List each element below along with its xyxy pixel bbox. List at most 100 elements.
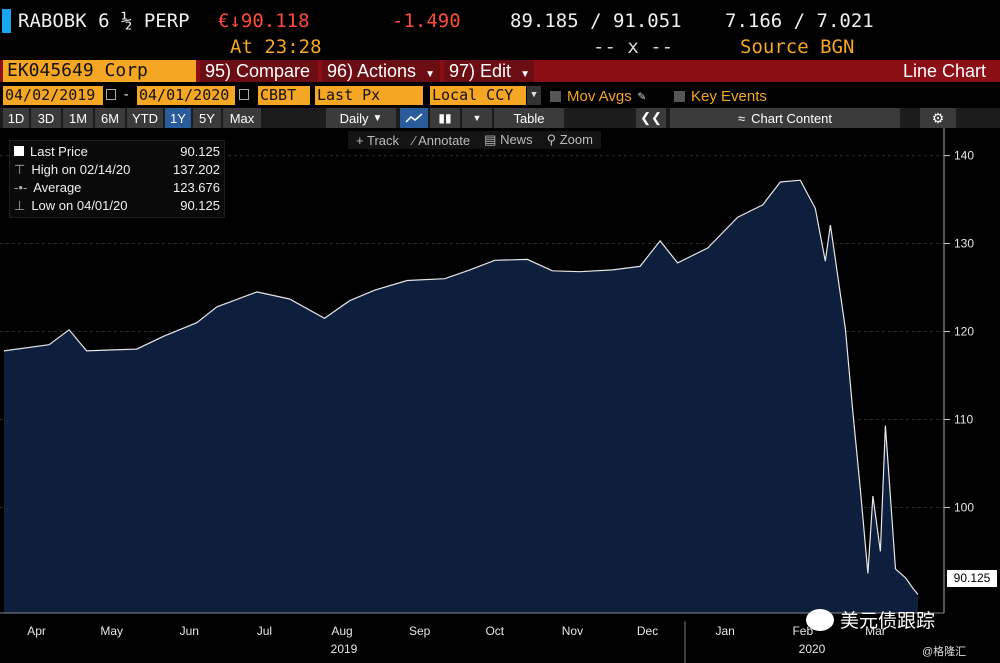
period-button-1d[interactable]: 1D	[3, 108, 29, 128]
legend-high-label: High on 02/14/20	[31, 162, 131, 177]
crosshair-icon: +	[356, 132, 364, 148]
magnifier-icon: ⚲	[546, 132, 557, 147]
mov-avgs-label: Mov Avgs	[567, 88, 632, 105]
pricing-source-field[interactable]: CBBT	[258, 86, 310, 105]
checkbox[interactable]	[674, 91, 685, 102]
edit-label: 97) Edit	[449, 61, 512, 81]
bar-chart-icon[interactable]: ▮▮	[430, 108, 460, 128]
track-tool[interactable]: + Track	[356, 133, 399, 148]
annotate-label: Annotate	[418, 132, 471, 148]
chevron-down-icon: ▼	[372, 112, 383, 124]
chevron-down-icon: ▼	[472, 113, 482, 123]
legend-avg-label: Average	[33, 180, 82, 195]
collapse-icon[interactable]: ❮❮	[636, 108, 666, 128]
chart-legend: Last Price 90.125 ⊤ High on 02/14/20 137.…	[9, 140, 225, 218]
price-chart[interactable]: 100 110 120 130 140 Apr May Jun Jul Aug Sep Oct Nov…	[0, 128, 1000, 663]
price-line	[3, 179, 919, 595]
gear-icon[interactable]: ⚙	[920, 108, 956, 128]
calendar-icon[interactable]	[106, 89, 116, 100]
x-tick-label: Sep	[409, 624, 431, 638]
x-tick-label: Mar	[865, 624, 886, 638]
x-tick-label: May	[100, 624, 123, 638]
line-chart-glyph	[405, 113, 423, 123]
start-date-field[interactable]: 04/02/2019	[3, 86, 103, 105]
y-tick-label: 130	[954, 237, 974, 251]
x-tick-label: Dec	[637, 624, 658, 638]
legend-high: ⊤ High on 02/14/20 137.202	[14, 162, 220, 178]
high-marker-icon: ⊤	[14, 162, 26, 177]
ticker-marker	[2, 9, 11, 33]
table-label: Table	[513, 110, 545, 126]
period-button-6m[interactable]: 6M	[95, 108, 125, 128]
chart-content-label: Chart Content	[751, 110, 833, 126]
zoom-tool[interactable]: ⚲ Zoom	[547, 132, 593, 148]
y-tick-label: 140	[954, 149, 974, 163]
x-tick-label: Jun	[180, 624, 199, 638]
compare-label: 95) Compare	[205, 61, 311, 81]
key-events-toggle[interactable]: Key Events	[674, 88, 767, 105]
currency-select[interactable]: Local CCY	[430, 86, 526, 105]
last-price: €↓90.118	[218, 10, 310, 32]
edit-button[interactable]: 97) Edit ▼	[444, 60, 534, 82]
x-tick-label: Jan	[716, 624, 735, 638]
wechat-icon	[806, 608, 834, 631]
quote-size: -- x --	[593, 36, 674, 58]
average-marker-icon: -•-	[14, 180, 28, 195]
credit-text: @格隆汇	[922, 646, 967, 658]
net-change: -1.490	[392, 10, 461, 32]
bid-ask: 89.185 / 91.051	[510, 10, 682, 32]
x-tick-label: Nov	[562, 624, 583, 638]
x-tick-label: Oct	[485, 624, 504, 638]
pencil-icon[interactable]: ✎	[637, 89, 646, 104]
x-tick-label: Jul	[257, 624, 272, 638]
checkbox[interactable]	[550, 91, 561, 102]
year-label: 2019	[331, 642, 358, 656]
chevron-down-icon: ▼	[425, 69, 435, 80]
annotate-tool[interactable]: ∕ Annotate	[413, 133, 470, 148]
mov-avgs-toggle[interactable]: Mov Avgs ✎	[550, 88, 646, 105]
price-source: Source BGN	[740, 36, 855, 58]
chevron-down-icon[interactable]: ▼	[527, 86, 541, 105]
chart-style-menu[interactable]: ▼	[462, 108, 492, 128]
watermark-text: 美元债跟踪	[840, 611, 936, 632]
period-button-5y[interactable]: 5Y	[193, 108, 221, 128]
zoom-label: Zoom	[559, 132, 593, 147]
price-area	[4, 180, 918, 613]
period-button-3d[interactable]: 3D	[31, 108, 61, 128]
watermark: 美元债跟踪	[806, 606, 935, 633]
legend-swatch	[14, 146, 24, 156]
table-button[interactable]: Table	[494, 108, 564, 128]
y-tick-label: 120	[954, 325, 974, 339]
date-separator: -	[122, 87, 131, 103]
pencil-icon: ∕	[413, 132, 416, 148]
track-label: Track	[366, 132, 400, 148]
period-button-1m[interactable]: 1M	[63, 108, 93, 128]
legend-avg-value: 123.676	[173, 180, 220, 195]
frequency-select[interactable]: Daily ▼	[326, 108, 396, 128]
period-button-1y[interactable]: 1Y	[165, 108, 191, 128]
legend-last-value: 90.125	[180, 144, 220, 159]
yield-quote: 7.166 / 7.021	[725, 10, 874, 32]
security-field[interactable]: EK045649 Corp	[3, 60, 196, 82]
actions-button[interactable]: 96) Actions ▼	[322, 60, 440, 82]
legend-high-value: 137.202	[173, 162, 220, 177]
calendar-icon[interactable]	[239, 89, 249, 100]
news-tool[interactable]: ▤ News	[484, 132, 532, 148]
actions-label: 96) Actions	[327, 61, 417, 81]
legend-average: -•- Average 123.676	[14, 180, 220, 195]
bar-glyph: ▮▮	[438, 111, 452, 125]
line-chart-icon[interactable]	[400, 108, 428, 128]
compare-button[interactable]: 95) Compare	[200, 60, 318, 82]
legend-low-value: 90.125	[180, 198, 220, 213]
x-tick-label: Feb	[792, 624, 813, 638]
period-button-max[interactable]: Max	[223, 108, 261, 128]
field-select[interactable]: Last Px	[315, 86, 423, 105]
legend-last: Last Price 90.125	[14, 144, 220, 159]
chevron-down-icon: ▼	[520, 69, 530, 80]
period-button-ytd[interactable]: YTD	[127, 108, 163, 128]
last-price-tag: 90.125	[947, 570, 997, 587]
end-date-field[interactable]: 04/01/2020	[137, 86, 235, 105]
chart-content-button[interactable]: ≈ Chart Content	[670, 108, 900, 128]
legend-last-label: Last Price	[30, 144, 88, 159]
x-tick-label: Apr	[27, 624, 46, 638]
